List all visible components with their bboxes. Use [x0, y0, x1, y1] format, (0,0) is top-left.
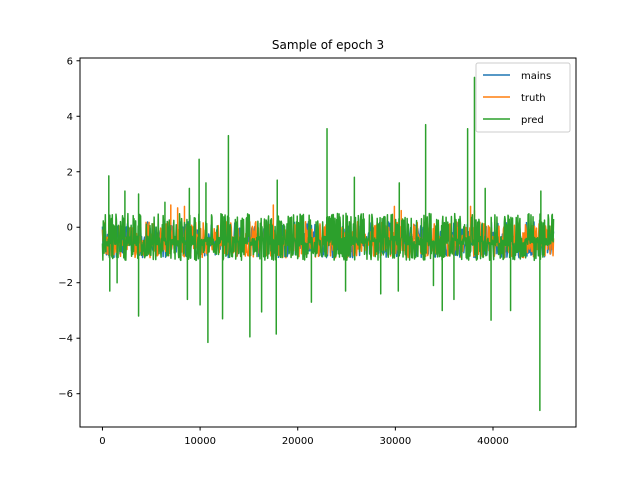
y-tick-label: −6	[58, 389, 73, 400]
legend-label-mains: mains	[521, 71, 551, 82]
x-tick-label: 0	[99, 436, 105, 447]
legend-box	[475, 62, 571, 133]
y-tick-label: −4	[58, 334, 73, 345]
x-tick-label: 30000	[379, 436, 411, 447]
x-tick-label: 10000	[184, 436, 216, 447]
y-tick-label: 2	[67, 167, 73, 178]
legend: mains truth pred	[475, 62, 571, 133]
y-tick-label: 0	[67, 223, 73, 234]
plot-lines	[101, 76, 555, 412]
axes-frame	[79, 57, 577, 428]
x-tick-label: 40000	[477, 436, 509, 447]
chart-title: Sample of epoch 3	[272, 38, 384, 52]
series-line-pred	[101, 76, 555, 412]
legend-label-pred: pred	[521, 115, 544, 126]
y-tick-label: 4	[67, 112, 73, 123]
x-tick-label: 20000	[282, 436, 314, 447]
legend-label-truth: truth	[521, 93, 546, 104]
y-tick-label: 6	[67, 56, 73, 67]
axis-ticks: 0 10000 20000 30000 40000 −6 −4 −2 0 2 4 6	[58, 56, 509, 447]
y-tick-label: −2	[58, 278, 73, 289]
